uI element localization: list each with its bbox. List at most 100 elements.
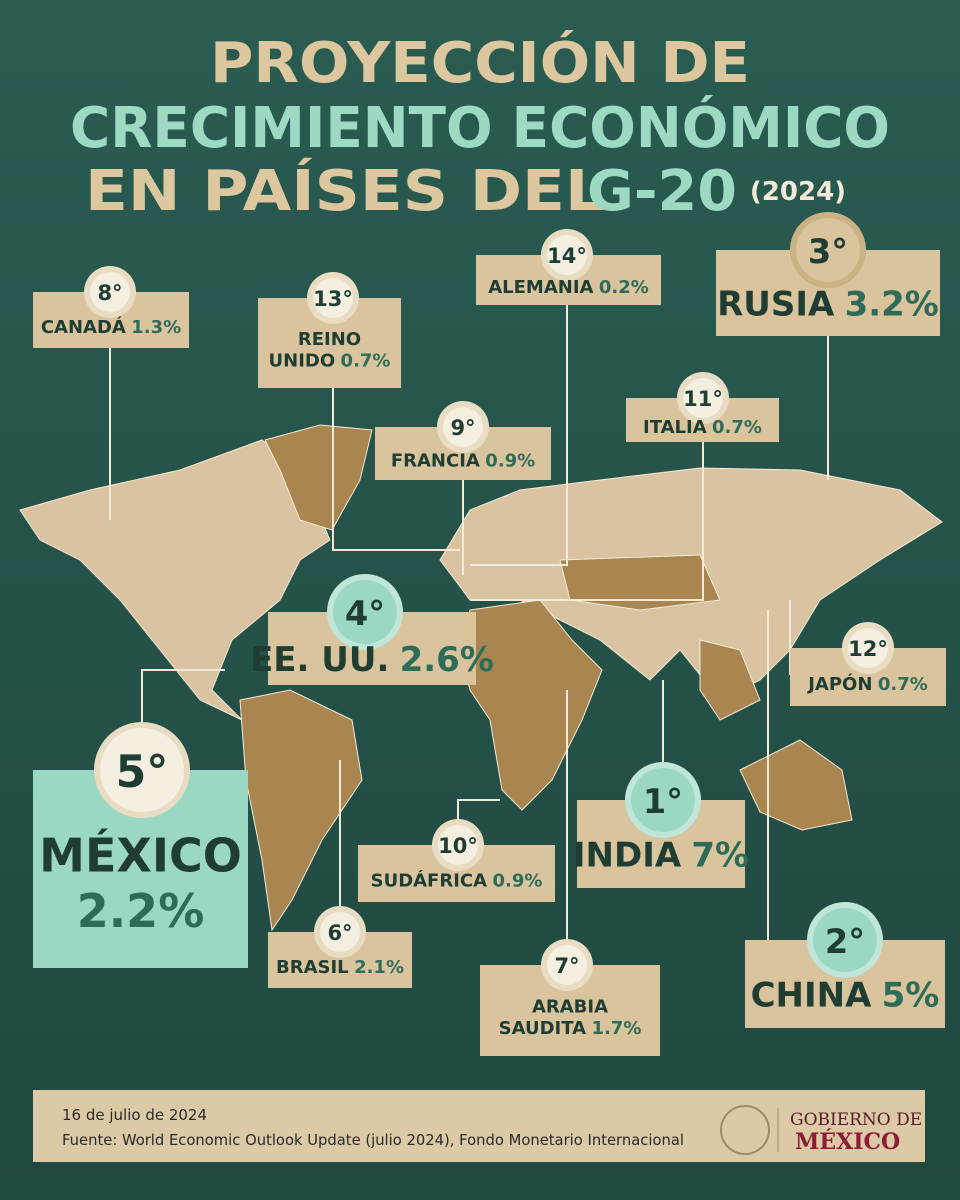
country-line: BRASIL 2.1% — [276, 957, 404, 978]
growth: 2.1% — [354, 957, 404, 978]
rank: 1° — [643, 782, 683, 821]
country-line: REINO — [298, 329, 361, 350]
title-year: (2024) — [750, 177, 846, 207]
rank: 6° — [327, 921, 352, 945]
badge — [683, 378, 723, 418]
badge — [100, 728, 184, 812]
growth: 0.9% — [485, 450, 535, 471]
country-name: SUDÁFRICA — [371, 869, 488, 891]
rank: 4° — [345, 594, 385, 633]
badge — [313, 278, 353, 318]
country-name: MÉXICO — [39, 829, 242, 883]
rank: 9° — [450, 416, 475, 440]
badge — [90, 272, 130, 312]
country-name: FRANCIA — [391, 450, 480, 471]
country-box: 6° BRASIL 2.1% — [268, 906, 412, 988]
country-name: CANADÁ — [41, 316, 126, 338]
country-name: ITALIA — [643, 417, 707, 438]
country-name: SAUDITA — [499, 1018, 586, 1039]
country-line: EE. UU. 2.6% — [250, 640, 494, 680]
badge — [848, 628, 888, 668]
rank: 7° — [554, 954, 579, 978]
country-line: UNIDO 0.7% — [269, 351, 391, 372]
country-line: INDIA 7% — [573, 836, 749, 876]
country-line: ARABIA — [532, 997, 608, 1018]
country-name: RUSIA — [717, 285, 835, 325]
country-line: ALEMANIA 0.2% — [488, 277, 649, 298]
country-name: ALEMANIA — [488, 277, 593, 298]
rank: 14° — [547, 244, 587, 268]
title: PROYECCIÓN DE CRECIMIENTO ECONÓMICO EN P… — [70, 31, 890, 224]
country-line: JAPÓN 0.7% — [806, 673, 928, 695]
footer-panel — [33, 1090, 925, 1162]
country-name: UNIDO — [269, 351, 336, 372]
rank: 13° — [313, 287, 353, 311]
rank: 8° — [97, 281, 122, 305]
growth: 5% — [882, 976, 940, 1016]
growth: 0.7% — [712, 417, 762, 438]
growth: 0.7% — [878, 674, 928, 695]
country-name: BRASIL — [276, 957, 349, 978]
country-line: SUDÁFRICA 0.9% — [371, 869, 543, 891]
country-box: 14° ALEMANIA 0.2% — [476, 229, 661, 305]
country-box: 10° SUDÁFRICA 0.9% — [358, 819, 555, 902]
title-highlight: G-20 — [587, 159, 737, 224]
country-name: INDIA — [573, 836, 682, 876]
country-box: 8° CANADÁ 1.3% — [33, 266, 189, 348]
title-line: EN PAÍSES DEL — [85, 158, 605, 224]
title-line: PROYECCIÓN DE — [210, 31, 750, 96]
growth: 2.6% — [400, 640, 494, 680]
footer: 16 de julio de 2024 Fuente: World Econom… — [33, 1090, 925, 1162]
logo-seal — [720, 1105, 770, 1155]
country-line: MÉXICO — [39, 829, 242, 883]
country-box: 1° INDIA 7% — [573, 762, 749, 888]
country-name: REINO — [298, 329, 361, 350]
logo-top: GOBIERNO DE — [790, 1110, 922, 1130]
rank: 11° — [683, 387, 723, 411]
badge — [813, 908, 877, 972]
country-name: EE. UU. — [250, 640, 389, 680]
badge — [320, 912, 360, 952]
rank: 3° — [808, 232, 848, 271]
country-line: CANADÁ 1.3% — [41, 316, 181, 338]
badge — [796, 218, 860, 282]
country-box: 2° CHINA 5% — [745, 902, 945, 1028]
rank: 12° — [848, 637, 888, 661]
country-box: 4° EE. UU. 2.6% — [250, 574, 494, 685]
growth: 3.2% — [845, 285, 939, 325]
footer-date: 16 de julio de 2024 — [62, 1106, 207, 1124]
country-name: CHINA — [751, 976, 873, 1016]
badge — [547, 235, 587, 275]
country-box: 9° FRANCIA 0.9% — [375, 401, 551, 480]
country-line: CHINA 5% — [751, 976, 940, 1016]
badge — [631, 768, 695, 832]
badge — [443, 407, 483, 447]
growth: 0.9% — [492, 870, 542, 891]
country-line: RUSIA 3.2% — [717, 285, 939, 325]
growth: 0.7% — [341, 351, 391, 372]
country-box: 3° RUSIA 3.2% — [716, 212, 940, 336]
growth: 2.2% — [77, 884, 205, 938]
title-line: CRECIMIENTO ECONÓMICO — [70, 96, 890, 161]
rank: 2° — [825, 922, 865, 961]
country-box: 12° JAPÓN 0.7% — [790, 622, 946, 706]
country-name: JAPÓN — [806, 673, 872, 695]
growth: 0.2% — [599, 277, 649, 298]
country-name: ARABIA — [532, 997, 608, 1018]
rank: 5° — [116, 747, 169, 798]
country-box: 11° ITALIA 0.7% — [626, 372, 779, 442]
logo-bottom: MÉXICO — [795, 1128, 900, 1155]
country-line: ITALIA 0.7% — [643, 417, 762, 438]
growth: 1.7% — [591, 1018, 641, 1039]
country-line: FRANCIA 0.9% — [391, 450, 535, 471]
badge — [333, 580, 397, 644]
badge — [547, 945, 587, 985]
country-line: SAUDITA 1.7% — [499, 1018, 642, 1039]
rank: 10° — [438, 834, 478, 858]
